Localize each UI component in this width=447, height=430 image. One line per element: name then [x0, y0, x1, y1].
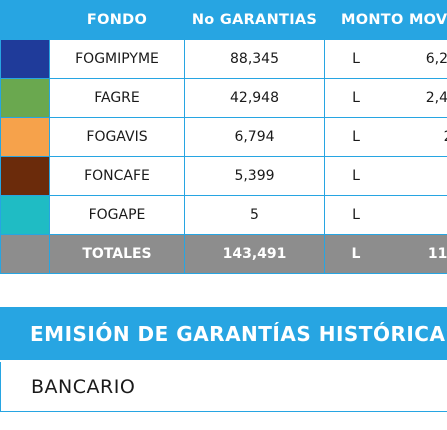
color-swatch: [0, 156, 50, 196]
totals-label: TOTALES: [49, 234, 185, 274]
totals-monto-cell: L 11,926,4: [324, 234, 447, 274]
section-title: EMISIÓN DE GARANTÍAS HISTÓRICAS P: [0, 307, 447, 360]
totals-garantias: 143,491: [184, 234, 325, 274]
monto-cell: L 811,3: [324, 156, 447, 196]
fondo-cell: FOGAVIS: [49, 117, 185, 157]
currency-label: L: [352, 207, 360, 223]
table-header-row: FONDO No GARANTIAS MONTO MOVILIZADO: [0, 0, 447, 40]
monto-value: 6,205,742: [425, 51, 447, 67]
guarantees-table: FONDO No GARANTIAS MONTO MOVILIZADO FOGM…: [0, 0, 447, 274]
garantias-cell: 6,794: [184, 117, 325, 157]
color-swatch: [0, 39, 50, 79]
color-swatch: [0, 78, 50, 118]
header-monto: MONTO MOVILIZADO: [324, 0, 447, 40]
color-swatch: [0, 117, 50, 157]
section-subtitle: BANCARIO: [0, 362, 447, 412]
header-color: [0, 0, 50, 40]
currency-label: L: [352, 129, 360, 145]
garantias-cell: 88,345: [184, 39, 325, 79]
totals-monto: 11,926,4: [427, 246, 447, 262]
garantias-cell: 5,399: [184, 156, 325, 196]
monto-value: 811,3: [387, 168, 447, 184]
header-garantias: No GARANTIAS: [184, 0, 325, 40]
garantias-cell: 5: [184, 195, 325, 235]
monto-cell: L 2,470,4: [324, 117, 447, 157]
color-swatch: [0, 195, 50, 235]
table-row: FOGAPE5L2: [0, 195, 447, 235]
currency-label: L: [352, 90, 360, 106]
currency-label: L: [352, 168, 360, 184]
garantias-cell: 42,948: [184, 78, 325, 118]
monto-value: 2,470,4: [387, 129, 447, 145]
monto-cell: L2: [324, 195, 447, 235]
totals-swatch: [0, 234, 50, 274]
monto-value: 2,438,655: [425, 90, 447, 106]
monto-value: 2: [387, 207, 447, 223]
fondo-cell: FOGAPE: [49, 195, 185, 235]
monto-cell: L 2,438,655: [324, 78, 447, 118]
monto-cell: L 6,205,742: [324, 39, 447, 79]
currency-label: L: [352, 51, 360, 67]
totals-currency: L: [351, 246, 361, 262]
fondo-cell: FONCAFE: [49, 156, 185, 196]
fondo-cell: FAGRE: [49, 78, 185, 118]
header-fondo: FONDO: [49, 0, 185, 40]
fondo-cell: FOGMIPYME: [49, 39, 185, 79]
